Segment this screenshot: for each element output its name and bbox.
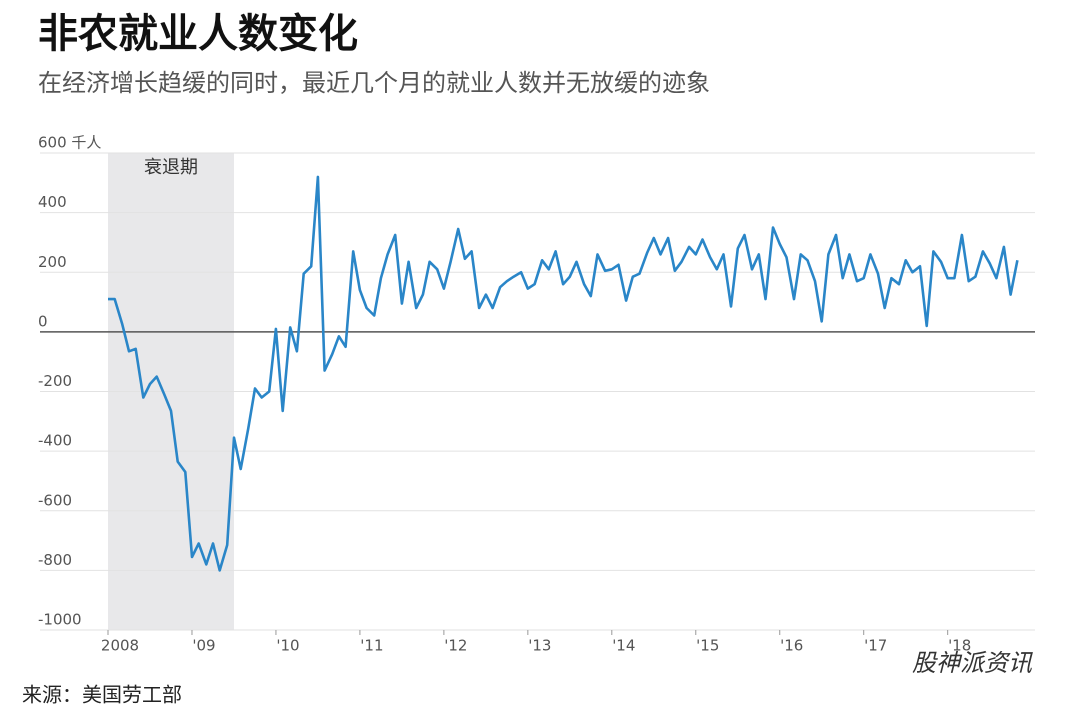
recession-label: 衰退期 <box>144 157 198 178</box>
x-tick-label: '17 <box>864 637 887 655</box>
x-tick-label: '18 <box>948 637 971 655</box>
y-tick-label: 0 <box>38 312 48 330</box>
source: 来源：美国劳工部 <box>22 683 182 707</box>
y-tick-label: -800 <box>38 551 72 569</box>
watermark: 股神派资讯 <box>912 649 1033 677</box>
data-line <box>108 175 1019 572</box>
y-tick-label: -200 <box>38 372 72 390</box>
x-tick-label: 2008 <box>101 637 139 655</box>
x-tick-label: '11 <box>360 637 383 655</box>
y-tick-label: 600 千人 <box>38 134 101 152</box>
x-tick-label: '13 <box>528 637 551 655</box>
x-tick-label: '16 <box>780 637 803 655</box>
chart-subtitle: 在经济增长趋缓的同时，最近几个月的就业人数并无放缓的迹象 <box>38 69 710 97</box>
x-tick-label: '09 <box>192 637 215 655</box>
x-tick-label: '10 <box>276 637 299 655</box>
x-tick-label: '15 <box>696 637 719 655</box>
y-tick-label: -600 <box>38 491 72 509</box>
y-tick-label: -1000 <box>38 611 82 629</box>
chart-title: 非农就业人数变化 <box>38 11 358 57</box>
y-tick-label: -400 <box>38 432 72 450</box>
x-tick-label: '12 <box>444 637 467 655</box>
y-tick-label: 200 <box>38 253 67 271</box>
y-tick-label: 400 <box>38 193 67 211</box>
x-tick-label: '14 <box>612 637 635 655</box>
